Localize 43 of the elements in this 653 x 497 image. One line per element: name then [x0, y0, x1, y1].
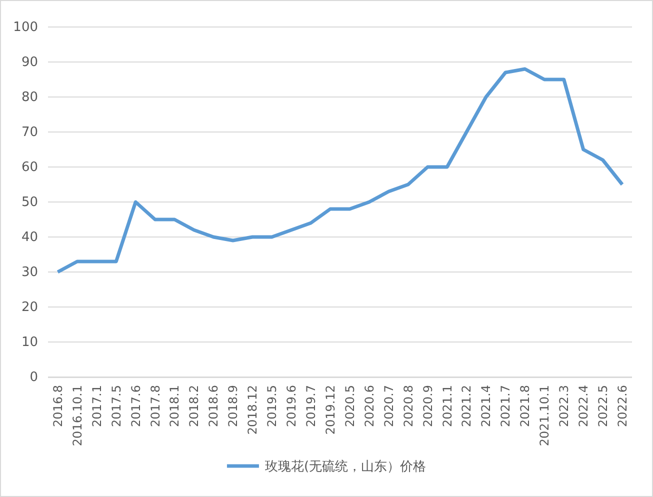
x-tick-label: 2021.10.1 — [538, 385, 552, 446]
x-tick-label: 2020.7 — [382, 385, 396, 427]
x-tick-label: 2022.4 — [576, 385, 591, 427]
x-tick-label: 2018.6 — [206, 385, 221, 427]
x-tick-label: 2018.12 — [246, 385, 260, 435]
line-series — [56, 67, 624, 274]
x-tick-label: 2019.5 — [265, 385, 280, 427]
y-tick-label: 80 — [21, 90, 38, 106]
x-tick-label: 2016.10.1 — [70, 385, 84, 446]
y-tick-label: 60 — [21, 160, 38, 176]
x-tick-label: 2019.12 — [323, 385, 338, 435]
x-tick-label: 2021.4 — [479, 385, 494, 427]
x-tick-label: 2021.8 — [518, 385, 532, 427]
x-tick-label: 2021.7 — [498, 385, 513, 427]
x-tick-label: 2021.1 — [440, 385, 454, 427]
legend-label: 玫瑰花(无硫统，山东）价格 — [264, 460, 426, 475]
x-tick-label: 2018.1 — [168, 385, 182, 427]
x-tick-label: 2017.1 — [90, 385, 104, 427]
x-tick-label: 2017.8 — [148, 385, 162, 427]
x-tick-label: 2018.9 — [226, 385, 240, 427]
y-tick-label: 0 — [30, 370, 38, 386]
x-tick-label: 2022.6 — [615, 385, 630, 427]
y-tick-label: 20 — [21, 300, 38, 316]
y-tick-label: 100 — [13, 20, 38, 36]
x-tick-label: 2022.3 — [557, 385, 572, 427]
y-tick-label: 90 — [21, 55, 38, 70]
x-tick-label: 2020.6 — [362, 385, 376, 427]
x-tick-label: 2019.6 — [284, 385, 299, 427]
x-tick-label: 2020.9 — [420, 385, 435, 427]
x-tick-label: 2021.2 — [460, 385, 474, 427]
y-tick-label: 70 — [21, 125, 38, 140]
x-tick-label: 2017.5 — [109, 385, 124, 427]
x-tick-label: 2020.5 — [342, 385, 357, 427]
x-tick-label: 2016.8 — [50, 385, 65, 427]
x-tick-label: 2019.7 — [304, 385, 318, 427]
x-tick-label: 2022.5 — [596, 385, 610, 427]
y-tick-label: 40 — [21, 230, 38, 246]
y-tick-label: 30 — [21, 265, 38, 280]
x-tick-label: 2017.6 — [128, 385, 143, 427]
y-tick-label: 50 — [21, 195, 38, 210]
y-tick-label: 10 — [21, 335, 38, 350]
x-tick-label: 2018.2 — [187, 385, 202, 427]
x-tick-label: 2020.8 — [401, 385, 416, 427]
